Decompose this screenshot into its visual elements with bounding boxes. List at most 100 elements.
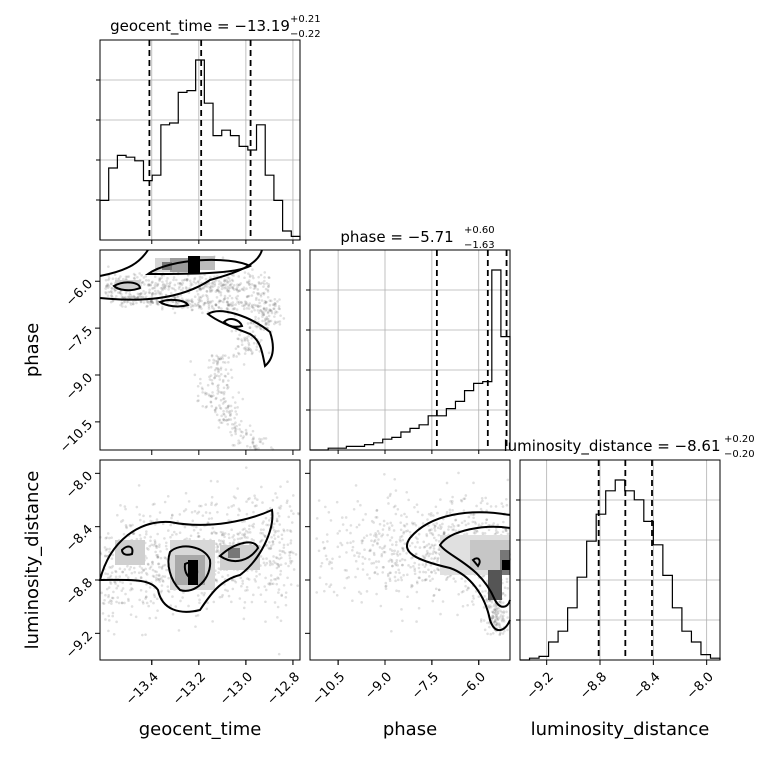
sample-point <box>203 391 207 395</box>
sample-point <box>410 556 413 560</box>
sample-point <box>217 549 220 553</box>
sample-point <box>217 560 220 564</box>
sample-point <box>436 560 439 563</box>
sample-point <box>124 291 128 295</box>
sample-point <box>129 296 133 299</box>
sample-point <box>219 366 223 370</box>
sample-point <box>217 539 221 542</box>
sample-point <box>138 292 141 296</box>
sample-point <box>407 564 410 567</box>
sample-point <box>196 531 200 535</box>
sample-point <box>265 523 268 527</box>
sample-point <box>212 358 215 362</box>
panel-geocent-time-vs-phase-frame <box>99 249 301 451</box>
sample-point <box>354 559 358 563</box>
sample-point <box>262 520 265 523</box>
sample-point <box>434 551 438 555</box>
sample-point <box>472 531 476 535</box>
sample-point <box>430 571 434 574</box>
sample-point <box>155 518 159 521</box>
sample-point <box>121 581 124 584</box>
sample-point <box>394 512 398 516</box>
sample-point <box>201 404 205 408</box>
sample-point <box>234 329 238 333</box>
sample-point <box>277 565 280 569</box>
sample-point <box>226 303 230 307</box>
sample-point <box>273 537 277 540</box>
sample-point <box>196 594 200 597</box>
contour-inner <box>218 541 260 563</box>
sample-point <box>271 540 275 544</box>
sample-point <box>338 529 341 533</box>
sample-point <box>252 287 256 290</box>
sample-point <box>158 511 162 514</box>
sample-point <box>177 282 180 285</box>
sample-point <box>381 528 385 531</box>
sample-point <box>237 513 240 517</box>
sample-point <box>502 619 506 623</box>
sample-point <box>132 532 136 535</box>
sample-point <box>107 594 110 597</box>
sample-point <box>152 544 156 547</box>
sample-point <box>363 548 366 552</box>
sample-point <box>180 283 184 287</box>
sample-point <box>277 307 281 310</box>
sample-point <box>430 511 433 515</box>
density-cell <box>228 548 240 558</box>
sample-point <box>495 607 498 611</box>
sample-point <box>222 539 226 543</box>
sample-point <box>231 578 234 582</box>
sample-point <box>250 336 253 340</box>
sample-point <box>129 582 133 586</box>
sample-point <box>108 536 111 540</box>
sample-point <box>267 523 270 527</box>
sample-point <box>251 429 255 433</box>
sample-point <box>286 480 289 484</box>
sample-point <box>216 545 220 548</box>
sample-point <box>259 528 263 531</box>
sample-point <box>123 601 126 605</box>
histogram-luminosity_distance <box>520 479 721 661</box>
panel-phase-vs-luminosity-distance <box>305 459 512 665</box>
sample-point <box>196 613 200 617</box>
sample-point <box>215 550 219 553</box>
sample-point <box>109 582 113 585</box>
sample-point <box>349 541 352 544</box>
sample-point <box>273 312 277 315</box>
sample-point <box>267 519 271 522</box>
sample-point <box>104 618 107 621</box>
sample-point <box>225 410 229 413</box>
sample-point <box>258 350 262 353</box>
sample-point <box>252 525 255 529</box>
sample-point <box>233 429 237 432</box>
sample-point <box>462 497 466 501</box>
sample-point <box>242 617 246 621</box>
sample-point <box>158 578 161 581</box>
sample-point <box>221 285 224 288</box>
sample-point <box>257 311 261 315</box>
sample-point <box>213 372 217 376</box>
sample-point <box>289 539 293 542</box>
sample-point <box>147 301 150 305</box>
sample-point <box>215 288 219 292</box>
sample-point <box>232 504 235 507</box>
sample-point <box>335 593 339 597</box>
sample-point <box>279 569 283 573</box>
sample-point <box>242 347 246 350</box>
sample-point <box>138 272 141 275</box>
sample-point <box>229 430 232 434</box>
sample-point <box>246 294 250 298</box>
sample-point <box>225 383 229 387</box>
sample-point <box>234 296 238 299</box>
sample-point <box>494 610 498 613</box>
sample-point <box>338 555 341 559</box>
sample-point <box>274 304 277 308</box>
sample-point <box>200 287 204 290</box>
sample-point <box>262 437 266 440</box>
sample-point <box>181 596 184 599</box>
sample-point <box>236 344 240 348</box>
sample-point <box>282 583 286 587</box>
sample-point <box>166 277 169 280</box>
sample-point <box>225 418 228 422</box>
sample-point <box>226 383 229 387</box>
